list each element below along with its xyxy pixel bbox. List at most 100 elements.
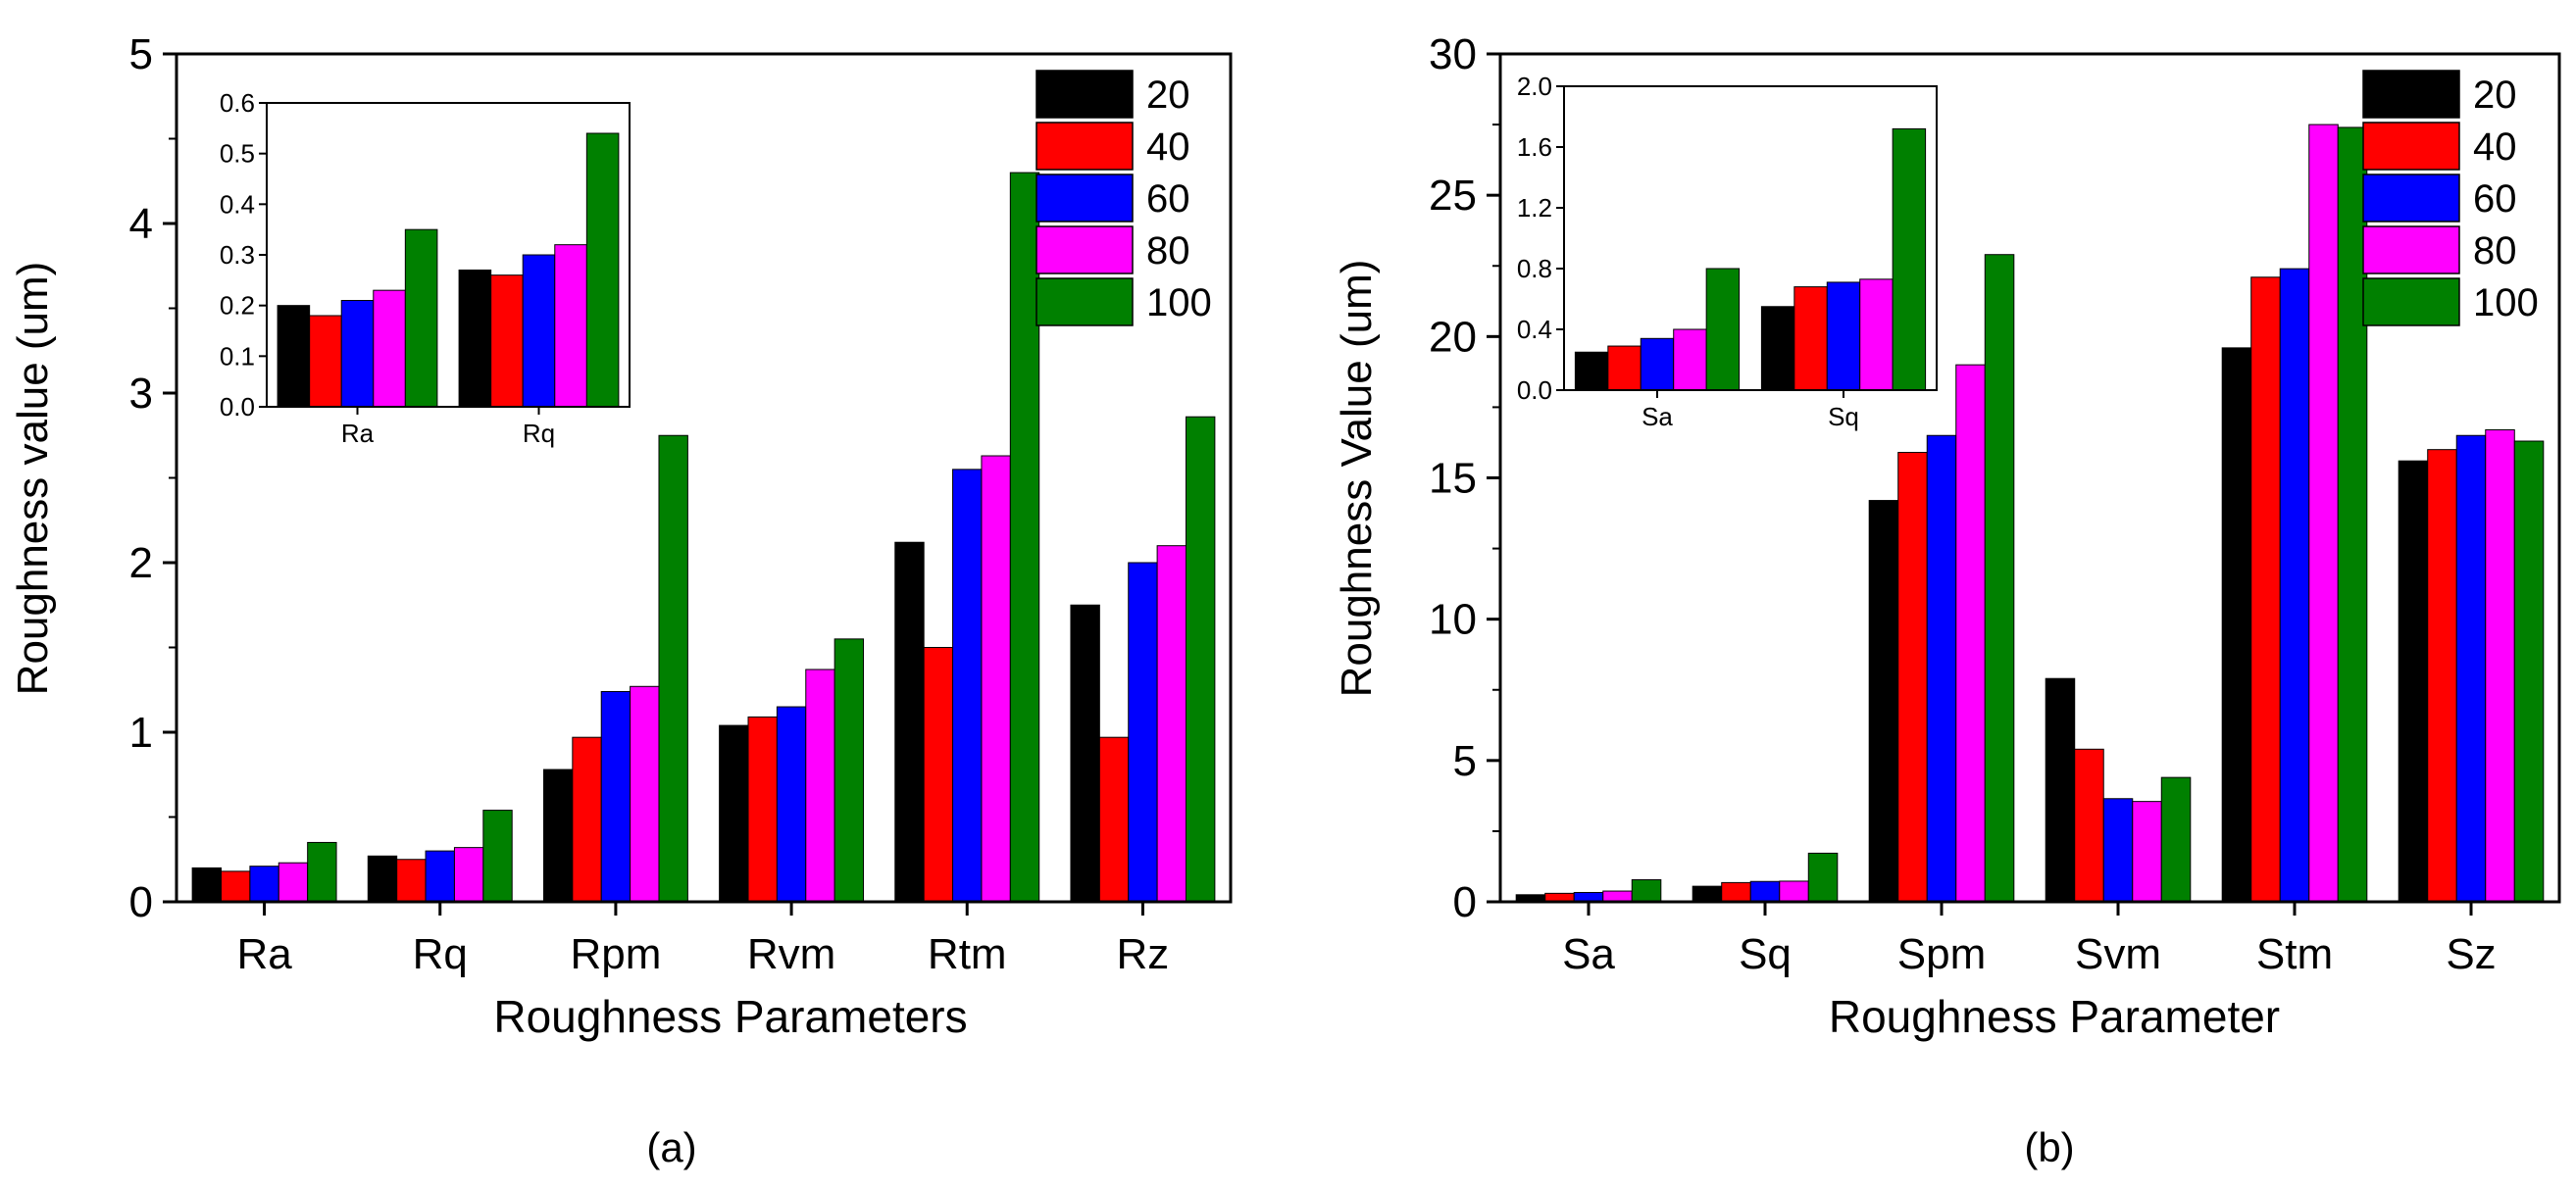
bar-Spm-20 xyxy=(1868,500,1899,903)
bar-Sq-20 xyxy=(1692,885,1723,903)
inset-bar-Ra-100 xyxy=(404,228,438,408)
inset-y-tick-label: 0.4 xyxy=(220,189,255,219)
x-tick-label-Sq: Sq xyxy=(1739,930,1792,978)
x-tick-label-Rvm: Rvm xyxy=(747,930,835,978)
panel-a-inset-y-ticks: 0.0 0.1 0.2 0.3 0.4 0.5 0.6 xyxy=(220,88,267,421)
bar-Svm-60 xyxy=(2102,798,2134,903)
inset-x-tick-label-Ra: Ra xyxy=(341,419,375,448)
x-tick-label-Ra: Ra xyxy=(236,930,292,978)
bar-Spm-40 xyxy=(1897,452,1928,903)
panel-b-inset-y-ticks: 0.0 0.4 0.8 1.2 1.6 2.0 xyxy=(1517,72,1564,405)
inset-bar-Sa-80 xyxy=(1673,328,1707,391)
panel-a-y-ticks: 0 1 2 3 4 5 xyxy=(129,30,177,926)
y-tick-label: 1 xyxy=(129,709,153,757)
bar-Rq-60 xyxy=(425,850,455,903)
bar-Ra-40 xyxy=(221,870,251,903)
y-tick-label: 30 xyxy=(1429,30,1477,78)
bar-Sq-60 xyxy=(1749,880,1781,903)
bar-Rvm-80 xyxy=(805,669,835,903)
bar-Rvm-20 xyxy=(719,724,749,903)
panel-b-x-axis-label: Roughness Parameter xyxy=(1829,991,2280,1042)
panel-b-inset-bars xyxy=(1574,127,1927,391)
panel-b-inset-frame xyxy=(1563,85,1938,391)
panel-b-bars xyxy=(1515,124,2545,903)
inset-y-tick-label: 0.2 xyxy=(220,291,255,321)
panel-a-bars xyxy=(191,172,1216,903)
bar-Rtm-100 xyxy=(1009,172,1040,903)
inset-y-tick-label: 0.0 xyxy=(1517,375,1552,405)
bar-Stm-60 xyxy=(2279,268,2310,903)
y-tick-label: 15 xyxy=(1429,455,1477,503)
inset-bar-Sq-60 xyxy=(1826,281,1861,391)
legend-label-60: 60 xyxy=(1146,177,1190,221)
panel-a-x-ticks: Ra Rq Rpm Rvm Rtm Rz xyxy=(236,902,1169,978)
legend-swatch-40 xyxy=(1035,122,1134,171)
legend-label-20: 20 xyxy=(2473,74,2517,117)
bar-Spm-100 xyxy=(1984,254,2015,903)
x-tick-label-Svm: Svm xyxy=(2075,930,2161,978)
bar-Rtm-60 xyxy=(952,469,983,903)
legend-label-60: 60 xyxy=(2473,177,2517,221)
bar-Rq-20 xyxy=(367,855,398,903)
bar-Rz-80 xyxy=(1156,545,1187,903)
legend-label-100: 100 xyxy=(1146,281,1212,324)
bar-Ra-20 xyxy=(191,867,223,903)
bar-Sz-20 xyxy=(2398,460,2429,903)
legend-swatch-60 xyxy=(2362,174,2460,223)
x-tick-label-Sa: Sa xyxy=(1562,930,1615,978)
legend-swatch-100 xyxy=(1035,277,1134,326)
bar-Sq-100 xyxy=(1807,852,1839,903)
inset-bar-Sa-100 xyxy=(1705,268,1741,391)
legend-label-40: 40 xyxy=(2473,125,2517,169)
bar-Sz-60 xyxy=(2455,434,2487,903)
bar-Sz-40 xyxy=(2427,449,2457,903)
bar-Rvm-100 xyxy=(833,638,865,903)
y-tick-label: 20 xyxy=(1429,313,1477,361)
bar-Ra-60 xyxy=(249,866,279,903)
y-tick-label: 3 xyxy=(129,370,153,418)
inset-y-tick-label: 0.6 xyxy=(220,88,255,118)
bar-Svm-100 xyxy=(2160,776,2192,903)
panel-a-label: (a) xyxy=(646,1124,696,1170)
x-tick-label-Rpm: Rpm xyxy=(570,930,661,978)
inset-bar-Sq-100 xyxy=(1892,127,1927,391)
bar-Sz-100 xyxy=(2513,440,2545,903)
bar-Rtm-80 xyxy=(981,455,1011,903)
inset-bar-Rq-20 xyxy=(458,270,492,408)
bar-Rtm-40 xyxy=(923,647,954,903)
inset-bar-Sq-80 xyxy=(1859,278,1894,391)
y-tick-label: 5 xyxy=(1453,737,1477,785)
panel-a-inset-bars xyxy=(277,132,620,408)
inset-y-tick-label: 0.0 xyxy=(220,392,255,421)
legend-swatch-100 xyxy=(2362,277,2460,326)
panel-b-label: (b) xyxy=(2024,1124,2074,1170)
inset-bar-Sa-40 xyxy=(1607,345,1642,391)
bar-Rz-40 xyxy=(1098,736,1130,903)
bar-Stm-40 xyxy=(2250,276,2281,903)
panel-b-inset-chart: 0.0 0.4 0.8 1.2 1.6 2.0 Sa Sq xyxy=(1517,72,1938,431)
bar-Rvm-60 xyxy=(776,706,807,903)
inset-y-tick-label: 1.2 xyxy=(1517,193,1552,223)
bar-Sq-80 xyxy=(1779,880,1809,903)
inset-bar-Ra-80 xyxy=(373,289,406,408)
x-tick-label-Rtm: Rtm xyxy=(928,930,1007,978)
bar-Sq-40 xyxy=(1721,881,1751,903)
panel-b-y-ticks: 0 5 10 15 20 25 30 xyxy=(1429,30,1500,926)
inset-bar-Ra-20 xyxy=(277,305,311,408)
bar-Rpm-60 xyxy=(600,690,631,903)
legend-label-20: 20 xyxy=(1146,74,1190,117)
legend-label-80: 80 xyxy=(2473,229,2517,273)
y-tick-label: 0 xyxy=(1453,878,1477,926)
legend-swatch-40 xyxy=(2362,122,2460,171)
legend-swatch-80 xyxy=(2362,225,2460,274)
bar-Rq-80 xyxy=(453,847,484,903)
inset-y-tick-label: 0.1 xyxy=(220,341,255,371)
bar-Stm-80 xyxy=(2308,124,2339,903)
panel-b-legend: 20 40 60 80 100 xyxy=(2362,70,2539,326)
inset-y-tick-label: 0.5 xyxy=(220,139,255,169)
legend-label-100: 100 xyxy=(2473,281,2539,324)
panel-a-chart: 0 1 2 3 4 5 Ra Rq Rpm Rvm Rtm Rz Roughness value (… xyxy=(9,30,1233,1170)
panel-a-x-axis-label: Roughness Parameters xyxy=(493,991,967,1042)
y-tick-label: 4 xyxy=(129,200,153,248)
